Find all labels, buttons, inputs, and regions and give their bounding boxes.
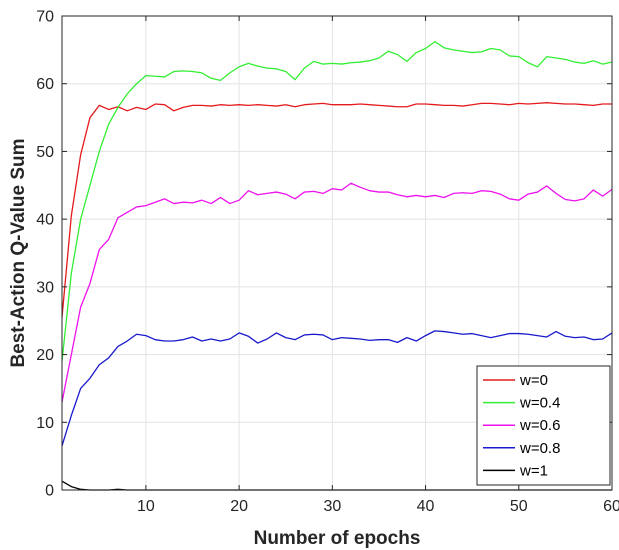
axes-layer: 10 20 30 40 50 60 0 10 20 30 40 50 60 70 <box>36 9 619 516</box>
y-tick-label: 60 <box>36 76 54 93</box>
x-axis-title: Number of epochs <box>254 528 421 549</box>
y-tick-label: 10 <box>36 415 54 432</box>
y-axis-title: Best-Action Q-Value Sum <box>8 138 29 367</box>
y-tick-label: 0 <box>45 483 54 500</box>
x-tick-label: 40 <box>417 498 435 515</box>
x-tick-label: 60 <box>603 498 619 515</box>
x-tick-label: 30 <box>323 498 341 515</box>
y-tick-label: 30 <box>36 279 54 296</box>
legend-label: w=0.4 <box>519 395 560 412</box>
x-tick-label: 20 <box>230 498 248 515</box>
y-tick-label: 40 <box>36 212 54 229</box>
legend-label: w=1 <box>519 462 548 479</box>
series-line-2 <box>61 182 613 403</box>
legend-label: w=0.6 <box>519 417 560 434</box>
series-line-3 <box>61 330 613 447</box>
y-tick-label: 20 <box>36 347 54 364</box>
grid-layer <box>62 15 613 491</box>
y-tick-label: 70 <box>36 9 54 26</box>
legend-label: w=0.8 <box>519 440 560 457</box>
series-line-0 <box>61 102 612 318</box>
y-tick-label: 50 <box>36 144 54 161</box>
x-tick-label: 50 <box>510 498 528 515</box>
legend: w=0 w=0.4 w=0.6 w=0.8 w=1 <box>476 365 611 486</box>
legend-label: w=0 <box>519 372 548 389</box>
axes-box <box>61 15 613 491</box>
series-line-1 <box>61 41 613 362</box>
x-tick-label: 10 <box>137 498 155 515</box>
